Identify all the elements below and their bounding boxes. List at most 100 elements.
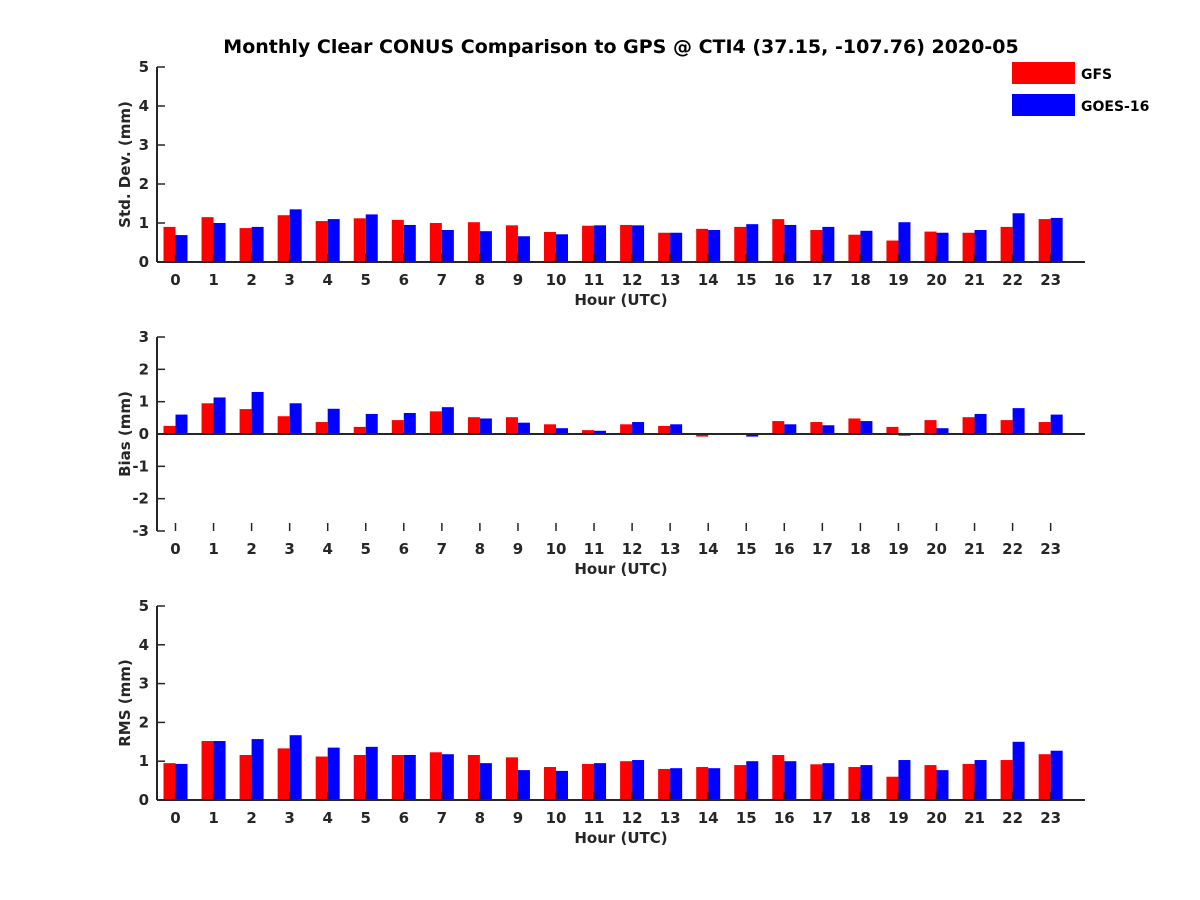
x-tick-label: 18 xyxy=(850,271,871,289)
bar-goes-16-hour-2 xyxy=(251,739,264,800)
bar-goes-16-hour-22 xyxy=(1012,408,1025,434)
x-axis-label: Hour (UTC) xyxy=(574,829,667,847)
bar-gfs-hour-12 xyxy=(620,224,633,262)
bar-gfs-hour-14 xyxy=(696,434,709,437)
bar-goes-16-hour-6 xyxy=(403,224,416,262)
bar-gfs-hour-16 xyxy=(772,421,785,434)
x-tick-label: 14 xyxy=(698,809,719,827)
y-tick-label: 5 xyxy=(139,58,149,76)
bar-gfs-hour-20 xyxy=(924,420,937,434)
bar-gfs-hour-3 xyxy=(277,748,290,800)
bar-goes-16-hour-5 xyxy=(365,746,378,800)
bar-gfs-hour-14 xyxy=(696,228,709,262)
x-tick-label: 8 xyxy=(475,809,485,827)
y-axis-label: Std. Dev. (mm) xyxy=(116,101,134,228)
y-tick-label: 1 xyxy=(139,752,149,770)
y-tick-label: 0 xyxy=(139,253,149,271)
bar-gfs-hour-4 xyxy=(315,221,328,262)
x-tick-label: 2 xyxy=(246,809,256,827)
bar-goes-16-hour-22 xyxy=(1012,213,1025,262)
bar-gfs-hour-22 xyxy=(1000,420,1013,434)
y-tick-label: 3 xyxy=(139,136,149,154)
x-axis-label: Hour (UTC) xyxy=(574,291,667,309)
bar-goes-16-hour-21 xyxy=(974,230,987,262)
x-tick-label: 21 xyxy=(964,809,985,827)
bar-gfs-hour-10 xyxy=(544,424,556,434)
x-tick-label: 15 xyxy=(736,271,757,289)
bar-goes-16-hour-10 xyxy=(556,428,568,434)
bar-goes-16-hour-9 xyxy=(517,422,530,434)
x-tick-label: 10 xyxy=(546,540,567,558)
bar-gfs-hour-5 xyxy=(353,218,366,262)
bar-gfs-hour-21 xyxy=(962,232,975,262)
x-tick-label: 4 xyxy=(322,271,332,289)
bar-goes-16-hour-8 xyxy=(479,763,492,800)
x-tick-label: 9 xyxy=(513,809,523,827)
bar-gfs-hour-11 xyxy=(582,225,595,262)
bar-goes-16-hour-12 xyxy=(632,225,645,262)
bar-goes-16-hour-19 xyxy=(898,222,911,262)
x-tick-label: 19 xyxy=(888,271,909,289)
x-tick-label: 17 xyxy=(812,271,833,289)
y-tick-label: 1 xyxy=(139,214,149,232)
bar-gfs-hour-20 xyxy=(924,765,937,800)
y-tick-label: -1 xyxy=(132,457,149,475)
bar-goes-16-hour-20 xyxy=(936,770,949,800)
y-tick-label: 5 xyxy=(139,597,149,615)
bar-gfs-hour-11 xyxy=(582,430,595,434)
bar-gfs-hour-9 xyxy=(505,757,518,800)
x-tick-label: 4 xyxy=(322,540,332,558)
x-tick-label: 5 xyxy=(361,271,371,289)
x-tick-label: 9 xyxy=(513,271,523,289)
x-tick-label: 22 xyxy=(1002,271,1023,289)
x-tick-label: 9 xyxy=(513,540,523,558)
x-tick-label: 20 xyxy=(926,540,947,558)
bar-gfs-hour-20 xyxy=(924,231,937,262)
bar-goes-16-hour-7 xyxy=(441,407,454,434)
bar-goes-16-hour-17 xyxy=(822,226,835,262)
bar-goes-16-hour-15 xyxy=(746,434,759,437)
bar-gfs-hour-1 xyxy=(201,741,214,800)
bar-goes-16-hour-1 xyxy=(213,741,226,800)
bar-gfs-hour-6 xyxy=(391,219,404,262)
bar-gfs-hour-8 xyxy=(467,417,480,434)
y-axis-label: Bias (mm) xyxy=(116,391,134,477)
bar-gfs-hour-7 xyxy=(429,223,442,262)
bar-goes-16-hour-9 xyxy=(517,770,530,800)
bar-gfs-hour-12 xyxy=(620,424,633,434)
x-tick-label: 7 xyxy=(437,271,447,289)
bar-goes-16-hour-17 xyxy=(822,763,835,800)
x-tick-label: 23 xyxy=(1040,809,1061,827)
bar-goes-16-hour-14 xyxy=(708,230,721,262)
y-tick-label: 0 xyxy=(139,791,149,809)
bar-goes-16-hour-15 xyxy=(746,761,759,800)
bar-goes-16-hour-16 xyxy=(784,224,797,262)
bar-goes-16-hour-0 xyxy=(175,414,188,434)
x-tick-label: 16 xyxy=(774,540,795,558)
bar-gfs-hour-10 xyxy=(544,767,556,800)
x-tick-label: 11 xyxy=(584,271,605,289)
x-tick-label: 18 xyxy=(850,809,871,827)
x-tick-label: 0 xyxy=(170,809,180,827)
legend-swatch-gfs xyxy=(1012,62,1075,84)
bar-gfs-hour-0 xyxy=(163,226,176,262)
legend-swatch-goes-16 xyxy=(1012,94,1075,116)
bar-gfs-hour-23 xyxy=(1038,754,1051,800)
bar-goes-16-hour-6 xyxy=(403,754,416,800)
x-tick-label: 2 xyxy=(246,540,256,558)
bar-goes-16-hour-13 xyxy=(670,232,683,262)
y-tick-label: 0 xyxy=(139,425,149,443)
x-tick-label: 13 xyxy=(660,271,681,289)
bar-gfs-hour-2 xyxy=(239,754,252,800)
bar-gfs-hour-18 xyxy=(848,418,861,434)
x-tick-label: 8 xyxy=(475,540,485,558)
x-tick-label: 17 xyxy=(812,809,833,827)
bar-goes-16-hour-12 xyxy=(632,760,645,800)
bar-goes-16-hour-10 xyxy=(556,234,568,262)
x-tick-label: 21 xyxy=(964,540,985,558)
bar-goes-16-hour-12 xyxy=(632,422,645,434)
bar-gfs-hour-14 xyxy=(696,767,709,800)
